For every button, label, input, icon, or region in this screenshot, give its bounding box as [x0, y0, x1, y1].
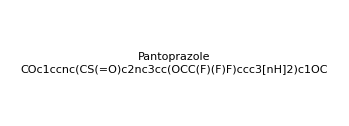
Text: Pantoprazole
COc1ccnc(CS(=O)c2nc3cc(OCC(F)(F)F)ccc3[nH]2)c1OC: Pantoprazole COc1ccnc(CS(=O)c2nc3cc(OCC(…	[21, 52, 328, 74]
